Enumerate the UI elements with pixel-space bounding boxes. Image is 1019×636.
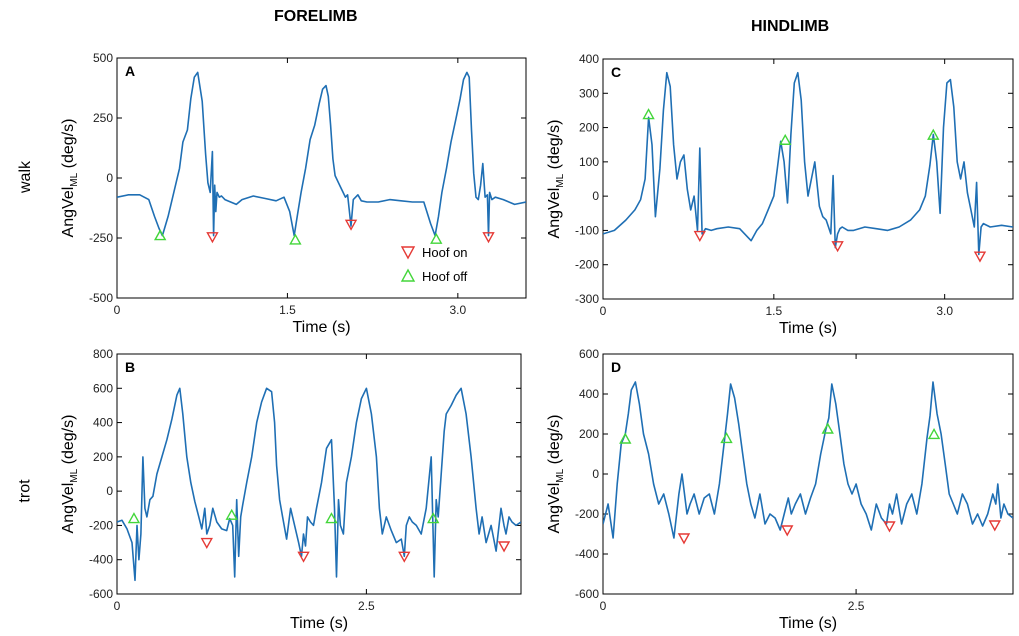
hoof-off-marker — [927, 427, 941, 440]
hoof-on-marker — [988, 520, 1001, 532]
hoof-off-marker — [642, 108, 655, 120]
hoof-on-marker — [781, 525, 794, 537]
x-tick-label: 0 — [600, 599, 607, 613]
x-tick-label: 0 — [114, 599, 121, 613]
hoof-off-marker — [289, 233, 302, 245]
hoof-off-marker — [927, 128, 940, 140]
panel-c: -300 -200 -100 0 100 200 300 400 0 1.5 3.0 Time (s)… — [546, 52, 1014, 337]
y-tick-label: 200 — [93, 450, 113, 464]
hoof-on-marker — [497, 541, 511, 553]
y-tick-label: 0 — [592, 189, 599, 203]
x-tick-label: 3.0 — [449, 303, 466, 317]
y-tick-label: -400 — [575, 547, 599, 561]
plot-frame — [602, 58, 1014, 300]
x-tick-label: 1.5 — [279, 303, 296, 317]
hoof-on-marker — [883, 521, 896, 533]
x-tick-label: 2.5 — [848, 599, 865, 613]
hoof-off-marker — [619, 432, 632, 444]
y-tick-label: -600 — [89, 587, 113, 601]
hoof-on-marker — [200, 537, 213, 550]
hoof-on-marker — [344, 219, 358, 231]
y-tick-label: 250 — [93, 111, 113, 125]
legend-hoof-on-marker — [400, 246, 416, 260]
panel-letter: B — [125, 359, 135, 375]
hoof-on-marker — [677, 533, 691, 545]
y-tick-label: -600 — [575, 587, 599, 601]
y-tick-label: 300 — [579, 86, 599, 100]
y-tick-label: 0 — [106, 171, 113, 185]
legend-hoof-on-label: Hoof on — [422, 245, 468, 260]
panel-d: -600 -400 -200 0 200 400 600 0 2.5 Time (s) AngVel… — [546, 347, 1014, 632]
y-axis-title: AngVelML (deg/s) — [60, 415, 80, 534]
y-tick-label: 100 — [579, 155, 599, 169]
y-tick-label: 600 — [579, 347, 599, 361]
hoof-on-marker — [398, 551, 411, 563]
hoof-off-marker — [427, 512, 440, 524]
signal-line — [603, 71, 1013, 256]
panel-b: -600 -400 -200 0 200 400 600 800 0 2.5 Time (s) Ang… — [60, 347, 522, 632]
legend-hoof-off-marker — [400, 268, 416, 282]
panel-a: -500 -250 0 250 500 0 1.5 3.0 Time (s) AngVelML (… — [60, 51, 527, 336]
hoof-on-marker — [482, 232, 495, 244]
y-tick-label: -200 — [575, 258, 599, 272]
y-axis-title: AngVelML (deg/s) — [546, 120, 566, 239]
y-tick-label: -100 — [575, 223, 599, 237]
y-tick-label: 800 — [93, 347, 113, 361]
legend-hoof-off-label: Hoof off — [422, 269, 468, 284]
y-tick-label: 200 — [579, 427, 599, 441]
y-tick-label: 400 — [579, 52, 599, 66]
panel-letter: A — [125, 63, 135, 79]
hoof-off-marker — [127, 512, 141, 524]
y-tick-label: -250 — [89, 231, 113, 245]
hoof-on-marker — [973, 251, 987, 263]
hoof-off-marker — [430, 232, 443, 244]
hoof-off-marker — [720, 431, 733, 444]
hoof-off-marker — [153, 229, 167, 241]
x-axis-title: Time (s) — [779, 320, 837, 337]
hoof-on-marker — [831, 241, 844, 253]
y-tick-label: 400 — [579, 387, 599, 401]
hoof-on-marker — [297, 551, 310, 563]
y-axis-title: AngVelML (deg/s) — [60, 119, 80, 238]
y-tick-label: -200 — [575, 507, 599, 521]
y-tick-label: 0 — [106, 484, 113, 498]
hoof-off-marker — [225, 508, 238, 520]
x-axis-title: Time (s) — [292, 319, 350, 336]
signal-line — [117, 387, 521, 582]
y-tick-label: 400 — [93, 416, 113, 430]
x-axis-title: Time (s) — [779, 615, 837, 632]
hoof-off-marker — [821, 422, 834, 434]
plot-frame — [602, 353, 1014, 595]
hindlimb-column-title: HINDLIMB — [751, 18, 830, 35]
y-axis-title: AngVelML (deg/s) — [546, 415, 566, 534]
y-tick-label: -500 — [89, 291, 113, 305]
y-tick-label: 0 — [592, 467, 599, 481]
y-tick-label: 500 — [93, 51, 113, 65]
panel-letter: D — [611, 359, 621, 375]
x-tick-label: 0 — [600, 304, 607, 318]
y-tick-label: -300 — [575, 292, 599, 306]
panel-letter: C — [611, 64, 621, 80]
x-tick-label: 2.5 — [358, 599, 375, 613]
y-tick-label: -400 — [89, 553, 113, 567]
x-tick-label: 3.0 — [936, 304, 953, 318]
forelimb-column-title: FORELIMB — [274, 8, 358, 25]
hoof-on-marker — [693, 230, 706, 243]
y-tick-label: -200 — [89, 518, 113, 532]
hoof-on-marker — [206, 232, 219, 244]
signal-line — [117, 71, 526, 237]
x-tick-label: 0 — [114, 303, 121, 317]
x-axis-title: Time (s) — [290, 615, 348, 632]
y-tick-label: 200 — [579, 121, 599, 135]
x-tick-label: 1.5 — [765, 304, 782, 318]
plot-frame — [116, 353, 522, 595]
signal-line — [603, 381, 1013, 539]
hoof-off-marker — [325, 512, 338, 524]
y-tick-label: 600 — [93, 381, 113, 395]
hoof-off-marker — [779, 133, 792, 145]
